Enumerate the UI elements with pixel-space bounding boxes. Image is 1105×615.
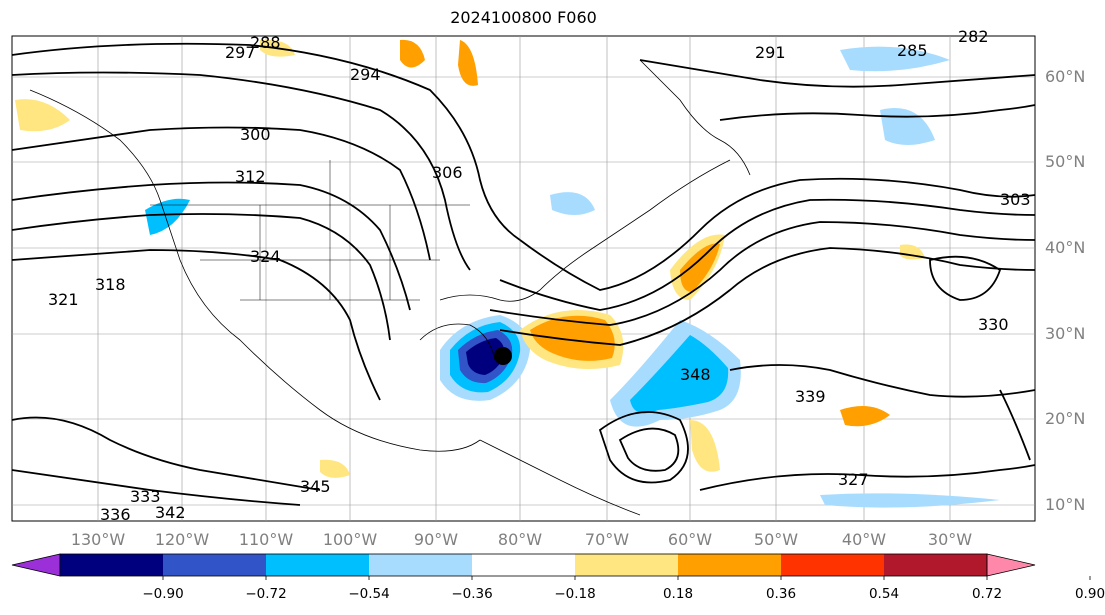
contour-label: 339 <box>795 387 826 406</box>
lat-label: 60°N <box>1045 67 1085 86</box>
contour-label: 318 <box>95 275 126 294</box>
colorbar-segment <box>60 554 164 576</box>
contour-label: 303 <box>1000 190 1031 209</box>
colorbar-tick-label: −0.54 <box>348 586 389 602</box>
contour-label: 342 <box>155 503 186 522</box>
colorbar-segment <box>266 554 370 576</box>
contour-label: 321 <box>48 290 79 309</box>
contour-label: 348 <box>680 365 711 384</box>
lon-label: 60°W <box>668 530 712 549</box>
contour-label: 312 <box>235 167 266 186</box>
lat-label: 20°N <box>1045 409 1085 428</box>
colorbar-segment <box>369 554 473 576</box>
colorbar-tick-label: −0.36 <box>451 586 492 602</box>
chart-title: 2024100800 F060 <box>450 8 597 27</box>
contour-labels: 288 291 297 294 300 312 324 321 318 327 … <box>48 27 1031 524</box>
contour-label: 333 <box>130 487 161 506</box>
contour-label: 294 <box>350 65 381 84</box>
contour-label: 291 <box>755 43 786 62</box>
colorbar: −0.90 −0.72 −0.54 −0.36 −0.18 0.18 0.36 0.54 0.7… <box>11 553 1105 602</box>
lon-label: 100°W <box>323 530 378 549</box>
lon-label: 50°W <box>754 530 798 549</box>
colorbar-segment <box>163 554 267 576</box>
lat-label: 50°N <box>1045 152 1085 171</box>
lon-label: 80°W <box>498 530 542 549</box>
colorbar-tick-label: −0.72 <box>245 586 286 602</box>
colorbar-extend-low <box>11 553 61 577</box>
colorbar-tick-label: 0.36 <box>766 586 796 602</box>
colorbar-segment <box>575 554 679 576</box>
colorbar-segment <box>678 554 782 576</box>
contour-label: 327 <box>838 470 869 489</box>
lat-label: 40°N <box>1045 238 1085 257</box>
colorbar-segment <box>472 554 576 576</box>
colorbar-extend-high <box>986 553 1036 577</box>
colorbar-tick-label: −0.18 <box>554 586 595 602</box>
map-panel: 288 291 297 294 300 312 324 321 318 327 … <box>11 27 1085 549</box>
colorbar-tick-label: −0.90 <box>142 586 183 602</box>
contour-label: 282 <box>958 27 989 46</box>
colorbar-tick-label: 0.54 <box>869 586 899 602</box>
lon-label: 90°W <box>414 530 458 549</box>
coastlines <box>29 59 751 516</box>
low-center-marker <box>494 347 512 365</box>
colorbar-outline <box>59 553 988 577</box>
height-contours <box>11 42 1036 506</box>
lat-label: 30°N <box>1045 324 1085 343</box>
contour-label: 288 <box>250 33 281 52</box>
contour-label: 297 <box>225 43 256 62</box>
lon-label: 130°W <box>71 530 126 549</box>
lon-label: 40°W <box>842 530 886 549</box>
shaded-anomalies <box>15 39 1000 508</box>
contour-label: 330 <box>978 315 1009 334</box>
lon-labels: 130°W 120°W 110°W 100°W 90°W 80°W 70°W 6… <box>71 530 972 549</box>
colorbar-tick-label: 0.18 <box>663 586 693 602</box>
colorbar-segment <box>781 554 885 576</box>
lon-label: 70°W <box>585 530 629 549</box>
lat-label: 10°N <box>1045 495 1085 514</box>
contour-label: 285 <box>897 41 928 60</box>
contour-label: 336 <box>100 505 131 524</box>
contour-label: 300 <box>240 125 271 144</box>
lon-label: 110°W <box>239 530 294 549</box>
colorbar-tick-label: 0.72 <box>972 586 1002 602</box>
lat-labels: 60°N 50°N 40°N 30°N 20°N 10°N <box>1045 67 1085 514</box>
contour-label: 324 <box>250 247 281 266</box>
contour-label: 306 <box>432 163 463 182</box>
borders <box>150 160 470 301</box>
colorbar-segment <box>884 554 988 576</box>
lon-label: 120°W <box>155 530 210 549</box>
lon-label: 30°W <box>928 530 972 549</box>
contour-label: 345 <box>300 477 331 496</box>
colorbar-tick-label: 0.90 <box>1075 586 1105 602</box>
